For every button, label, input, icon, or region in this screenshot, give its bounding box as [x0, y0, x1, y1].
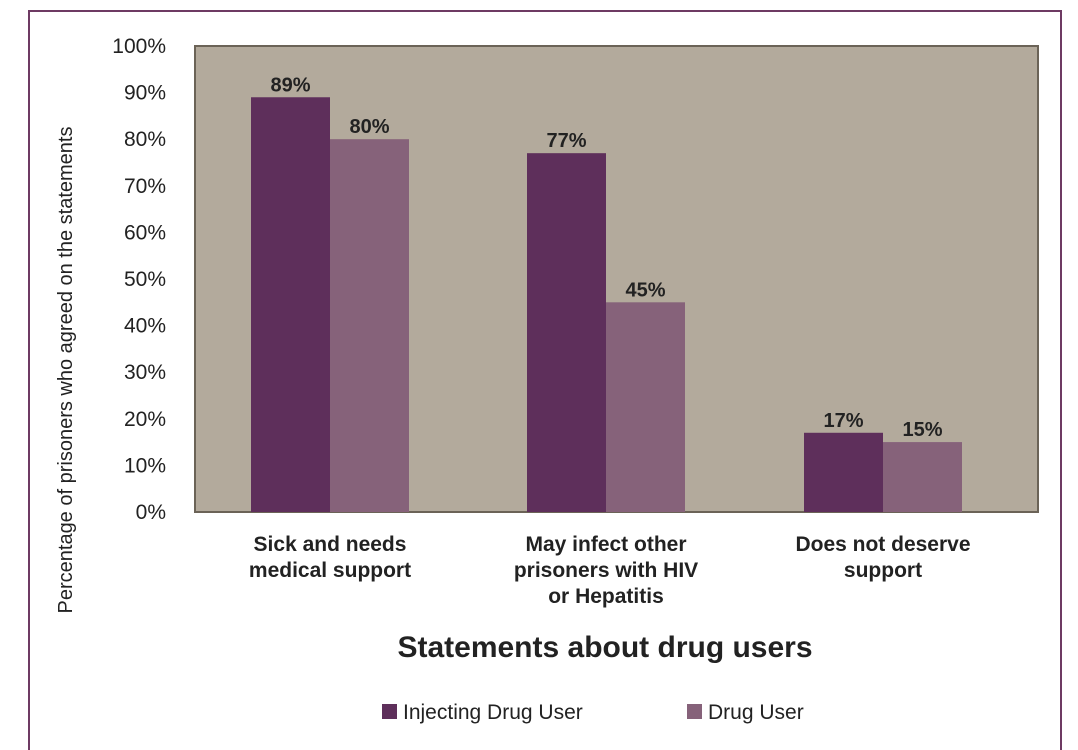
- bar: [251, 97, 330, 512]
- bar: [527, 153, 606, 512]
- y-tick-label: 70%: [124, 175, 166, 198]
- y-tick-label: 90%: [124, 82, 166, 105]
- y-tick-label: 10%: [124, 454, 166, 477]
- x-category-label: Does not deserve: [795, 533, 970, 556]
- x-category-label: or Hepatitis: [548, 585, 664, 608]
- legend-swatch: [382, 704, 397, 719]
- x-category-label: May infect other: [525, 533, 686, 556]
- bar: [804, 432, 883, 512]
- bar-value-label: 15%: [902, 419, 942, 441]
- bar: [606, 302, 685, 512]
- x-category-label: medical support: [249, 559, 411, 582]
- y-tick-label: 100%: [112, 35, 166, 58]
- chart-frame: [28, 10, 1062, 750]
- x-axis-title: Statements about drug users: [397, 631, 812, 664]
- bar-value-label: 45%: [625, 279, 665, 301]
- bar-value-label: 89%: [270, 74, 310, 96]
- bar: [883, 442, 962, 512]
- legend-label: Drug User: [708, 701, 804, 724]
- y-tick-label: 20%: [124, 408, 166, 431]
- y-tick-label: 80%: [124, 128, 166, 151]
- x-category-label: prisoners with HIV: [514, 559, 698, 582]
- x-category-label: support: [844, 559, 922, 582]
- bar-value-label: 77%: [546, 130, 586, 152]
- bar-value-label: 17%: [823, 410, 863, 432]
- y-tick-label: 0%: [136, 501, 166, 524]
- bar: [330, 139, 409, 512]
- bar-value-label: 80%: [349, 116, 389, 138]
- x-category-label: Sick and needs: [254, 533, 407, 556]
- y-tick-label: 30%: [124, 361, 166, 384]
- legend-label: Injecting Drug User: [403, 701, 583, 724]
- y-tick-label: 50%: [124, 268, 166, 291]
- y-axis-title: Percentage of prisoners who agreed on th…: [55, 127, 77, 614]
- legend-swatch: [687, 704, 702, 719]
- y-tick-label: 40%: [124, 315, 166, 338]
- y-tick-label: 60%: [124, 221, 166, 244]
